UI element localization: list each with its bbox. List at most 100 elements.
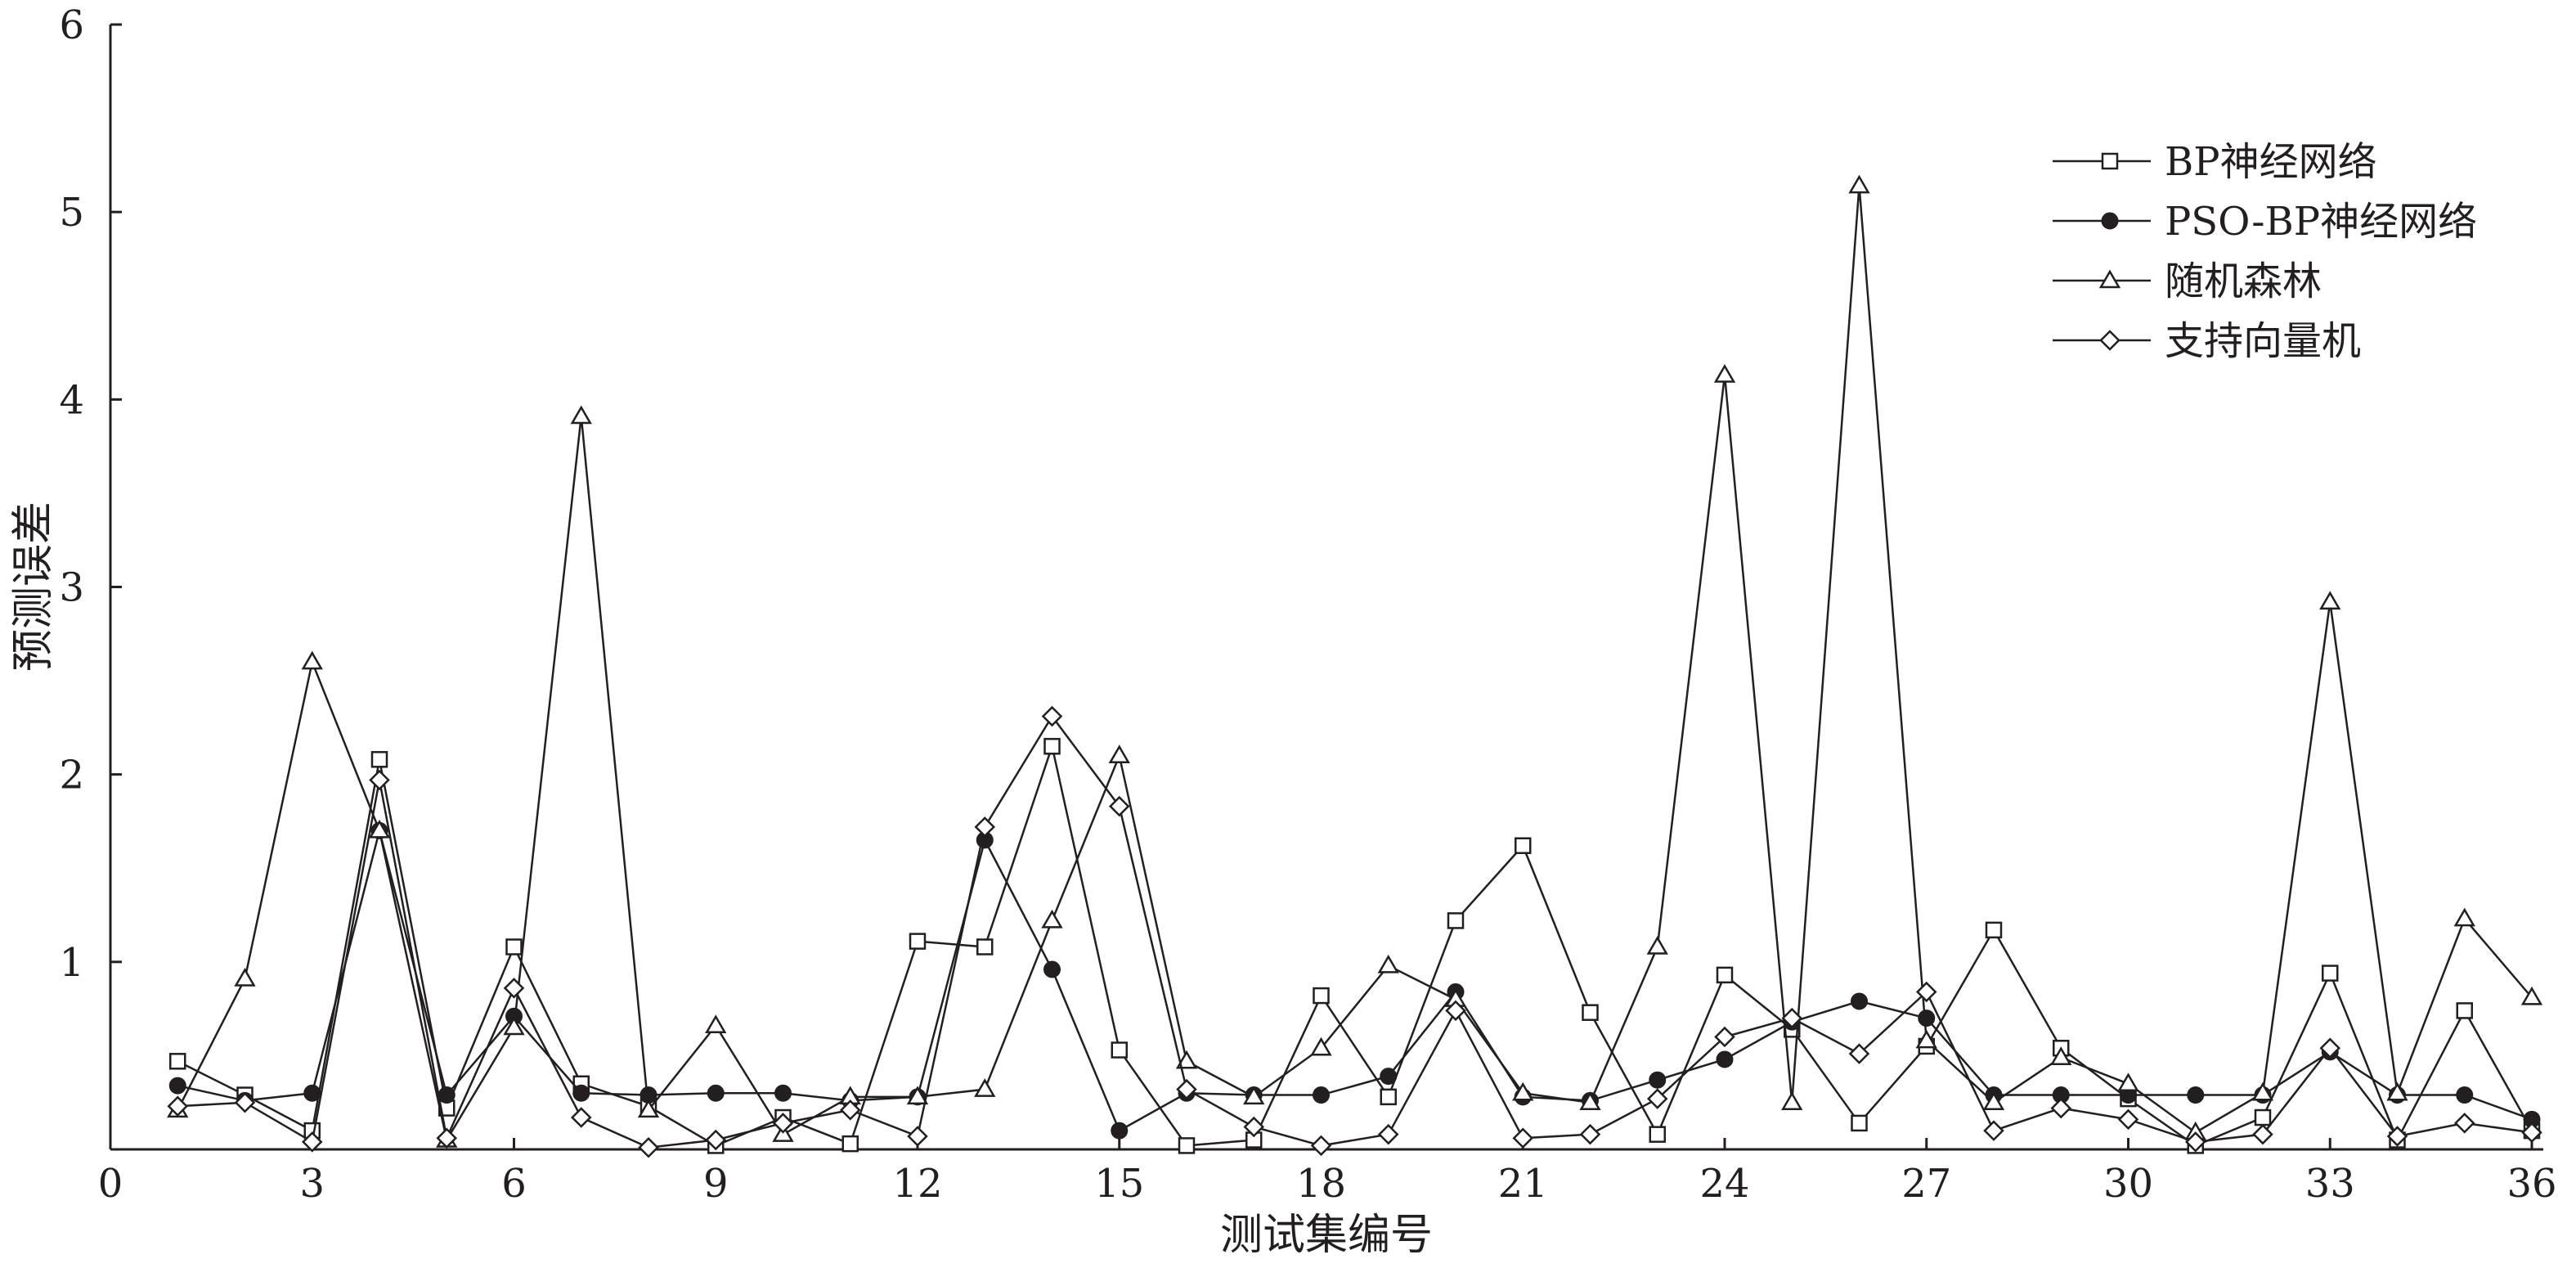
data-point xyxy=(1716,966,1734,984)
data-point xyxy=(503,978,525,999)
x-tick-label: 33 xyxy=(2305,1161,2355,1207)
data-point xyxy=(1649,1071,1667,1089)
series-line xyxy=(177,185,2533,1143)
data-point xyxy=(234,967,256,987)
data-point xyxy=(1851,992,1868,1010)
y-ticks: 1 2 3 4 5 6 xyxy=(59,2,122,986)
data-point xyxy=(705,1129,727,1151)
data-point xyxy=(234,1091,256,1113)
data-point xyxy=(303,1084,321,1102)
data-point xyxy=(1111,1122,1129,1140)
data-point xyxy=(2252,1123,2273,1145)
data-point xyxy=(705,1014,727,1033)
data-point xyxy=(2117,1108,2139,1131)
data-point xyxy=(976,938,994,955)
data-point xyxy=(2184,1131,2206,1153)
data-point xyxy=(438,1086,456,1104)
data-point xyxy=(2386,1126,2408,1147)
data-point xyxy=(974,816,996,838)
data-point xyxy=(1848,174,1870,194)
data-point xyxy=(570,405,592,425)
x-tick-label: 6 xyxy=(501,1161,527,1207)
data-point xyxy=(2319,1037,2341,1059)
data-point xyxy=(168,1077,186,1095)
y-tick-label: 4 xyxy=(59,377,84,423)
data-point xyxy=(1915,981,1937,1003)
data-point xyxy=(1313,987,1330,1005)
x-tick-label: 0 xyxy=(98,1161,123,1207)
data-point xyxy=(1848,1043,1870,1064)
data-point xyxy=(1175,1050,1198,1069)
data-point xyxy=(1043,738,1061,755)
legend-marker xyxy=(2098,269,2121,289)
series-2 xyxy=(168,821,2541,1140)
data-point xyxy=(436,1127,458,1149)
data-point xyxy=(774,1084,792,1102)
data-point xyxy=(1582,1004,1599,1021)
data-point xyxy=(2050,1046,2072,1065)
data-point xyxy=(1176,1078,1197,1100)
x-tick-label: 18 xyxy=(1296,1161,1346,1207)
data-point xyxy=(2187,1086,2205,1104)
data-point xyxy=(1041,705,1063,727)
data-point xyxy=(1380,1088,1397,1106)
legend-label: BP神经网络 xyxy=(2165,139,2377,185)
data-point xyxy=(1851,1114,1868,1132)
y-tick-label: 1 xyxy=(59,940,84,986)
data-point xyxy=(301,1131,323,1153)
data-point xyxy=(1646,936,1668,955)
data-point xyxy=(907,1126,928,1147)
y-axis-label: 预测误差 xyxy=(9,501,58,672)
data-point xyxy=(974,1078,996,1097)
data-point xyxy=(1243,1086,1265,1105)
data-point xyxy=(1108,744,1130,763)
data-point xyxy=(1108,795,1130,817)
data-point xyxy=(1985,921,2003,939)
data-point xyxy=(909,933,927,950)
data-point xyxy=(1377,1123,1399,1145)
data-point xyxy=(707,1084,725,1102)
legend-item: 随机森林 xyxy=(2053,259,2322,304)
data-point xyxy=(1915,1029,1937,1049)
x-tick-label: 36 xyxy=(2506,1161,2556,1207)
data-point xyxy=(1111,1041,1128,1059)
data-point xyxy=(1041,909,1063,929)
x-tick-label: 27 xyxy=(1901,1161,1951,1207)
series-4 xyxy=(167,705,2542,1158)
x-tick-label: 15 xyxy=(1094,1161,1144,1207)
data-point xyxy=(1313,1086,1330,1104)
data-point xyxy=(301,650,323,670)
legend-item: 支持向量机 xyxy=(2053,318,2361,364)
series-line xyxy=(177,742,2533,1147)
data-point xyxy=(1983,1120,2004,1141)
data-point xyxy=(368,819,391,839)
legend-label: PSO-BP神经网络 xyxy=(2165,199,2477,245)
data-point xyxy=(2117,1072,2139,1092)
legend-item: BP神经网络 xyxy=(2053,139,2377,185)
axes xyxy=(109,25,2543,1151)
x-tick-label: 30 xyxy=(2103,1161,2153,1207)
data-point xyxy=(2453,907,2475,927)
x-tick-label: 21 xyxy=(1498,1161,1548,1207)
data-point xyxy=(2456,1002,2473,1019)
data-point xyxy=(2050,1097,2072,1119)
data-point xyxy=(1377,954,1399,973)
data-point xyxy=(2254,1108,2272,1126)
data-point xyxy=(638,1136,659,1158)
data-point xyxy=(1579,1123,1601,1145)
data-point xyxy=(839,1099,861,1121)
data-point xyxy=(841,1135,859,1153)
data-point xyxy=(505,938,523,955)
data-point xyxy=(1716,1050,1734,1068)
data-point xyxy=(2521,1122,2542,1144)
data-point xyxy=(1243,1116,1265,1138)
legend-marker xyxy=(2101,212,2119,230)
data-point xyxy=(570,1107,592,1128)
data-point xyxy=(2251,1081,2274,1101)
x-tick-label: 12 xyxy=(892,1161,942,1207)
data-point xyxy=(2520,986,2543,1005)
data-point xyxy=(1649,1126,1666,1143)
data-point xyxy=(2456,1086,2474,1104)
x-axis-label: 测试集编号 xyxy=(1220,1211,1433,1260)
data-point xyxy=(1781,1091,1803,1110)
